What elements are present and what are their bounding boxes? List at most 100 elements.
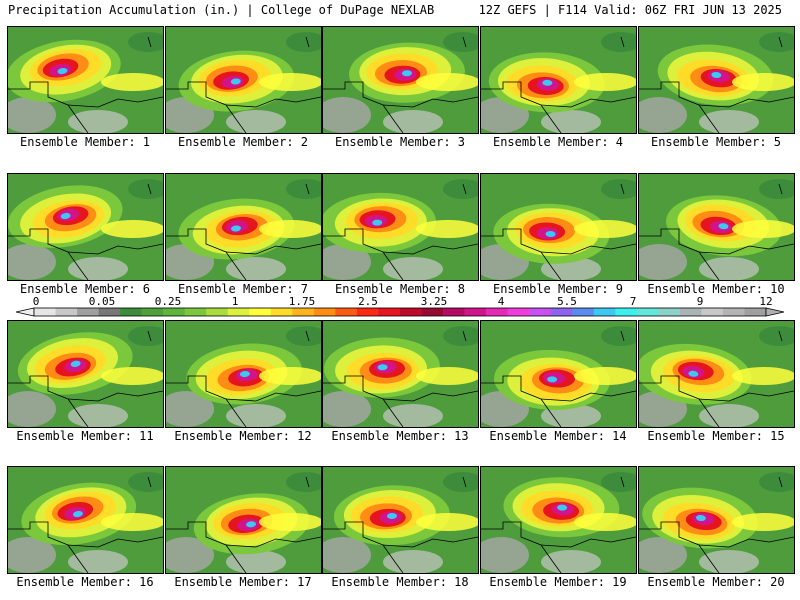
dry-area [68,404,128,427]
coastline [540,536,636,548]
border-line [620,183,625,195]
precip-band [732,513,794,531]
coastline [67,96,163,108]
precip-contour [60,212,71,220]
member-label: Ensemble Member: 19 [489,575,627,589]
precip-band [101,220,163,238]
colorbar-tick-label: 0 [33,296,40,308]
dry-area [8,97,56,133]
border-line [481,228,562,280]
colorbar-tick-label: 2.5 [358,296,378,308]
coastline [698,390,794,402]
member-label: Ensemble Member: 12 [174,429,312,443]
member-label: Ensemble Member: 13 [331,429,469,443]
ensemble-member-map [638,173,795,281]
light-precip-area [128,32,163,52]
colorbar-arrow-left [15,307,35,317]
member-label: Ensemble Member: 15 [647,429,785,443]
border-line [305,36,310,48]
member-label: Ensemble Member: 17 [174,575,312,589]
colorbar-segment [292,308,315,316]
dry-area [639,537,687,573]
coastline [225,536,321,548]
dry-area [383,110,443,133]
border-line [462,36,467,48]
ensemble-member-map [480,26,637,134]
colorbar-segment [679,308,702,316]
light-precip-area [128,179,163,199]
ensemble-member-map [638,466,795,574]
dry-area [541,550,601,573]
colorbar-segment [98,308,121,316]
dry-area [323,244,371,280]
ensemble-member-map [322,466,479,574]
precip-contour [246,521,257,528]
colorbar-tick-label: 9 [697,296,704,308]
light-precip-area [286,179,321,199]
colorbar-segment [722,308,745,316]
dry-area [8,537,56,573]
border-line [147,476,152,488]
colorbar-tick-label: 0.25 [155,296,182,308]
precip-band [259,73,321,91]
precip-contour [695,514,706,522]
colorbar-segment [141,308,164,316]
colorbar-segment [529,308,552,316]
colorbar-segment [378,308,401,316]
member-label: Ensemble Member: 14 [489,429,627,443]
member-label: Ensemble Member: 5 [650,135,782,149]
member-label: Ensemble Member: 1 [19,135,151,149]
member-label: Ensemble Member: 18 [331,575,469,589]
border-line [323,375,404,427]
precip-band [574,367,636,385]
light-precip-area [128,326,163,346]
border-line [481,521,562,573]
colorbar-segment [184,308,207,316]
border-line [305,183,310,195]
coastline [382,243,478,255]
colorbar-tick-label: 1 [232,296,239,308]
border-line [8,81,89,133]
precip-contour [718,223,729,230]
precip-band [574,73,636,91]
ensemble-member-map [480,173,637,281]
colorbar-segment [400,308,422,316]
precip-contour [547,376,558,383]
dry-area [68,550,128,573]
member-label: Ensemble Member: 8 [334,282,466,296]
ensemble-member-map [7,26,164,134]
ensemble-member-map [480,320,637,428]
dry-area [226,110,286,133]
border-line [778,183,783,195]
coastline [540,390,636,402]
border-line [147,183,152,195]
light-precip-area [286,472,321,492]
coastline [67,243,163,255]
precip-contour [387,512,397,519]
precip-contour [231,225,242,232]
dry-area [699,550,759,573]
member-label: Ensemble Member: 16 [16,575,154,589]
colorbar-tick-label: 4 [498,296,505,308]
colorbar-segment [421,308,444,316]
colorbar-tick-label: 1.75 [289,296,316,308]
coastline [225,96,321,108]
dry-area [166,391,214,427]
dry-area [68,110,128,133]
dry-area [323,537,371,573]
light-precip-area [601,32,636,52]
precip-contour [57,67,68,75]
border-line [462,476,467,488]
precip-contour [372,219,383,226]
coastline [225,243,321,255]
colorbar-segment [701,308,724,316]
precip-contour [377,364,388,371]
border-line [778,476,783,488]
dry-area [68,257,128,280]
light-precip-area [601,326,636,346]
border-line [147,330,152,342]
member-label: Ensemble Member: 11 [16,429,154,443]
member-label: Ensemble Member: 2 [177,135,309,149]
precip-contour [711,71,722,79]
colorbar-segment [744,308,767,316]
